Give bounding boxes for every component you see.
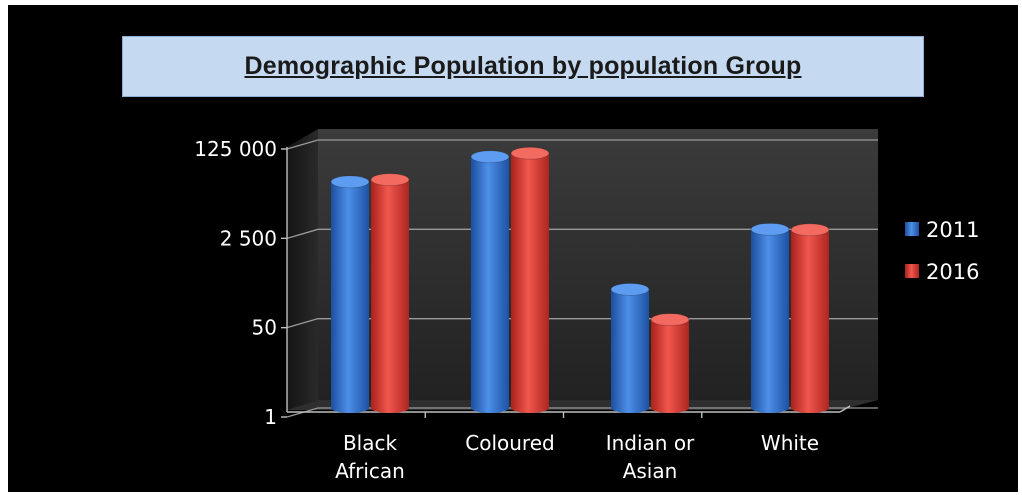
bar	[470, 150, 510, 413]
bar-body	[651, 319, 689, 408]
bar	[790, 223, 830, 413]
bar-top	[610, 283, 650, 296]
x-tick-label: Coloured	[465, 431, 554, 455]
bar	[510, 146, 550, 413]
bar-body	[371, 179, 409, 408]
bar-body	[511, 153, 549, 408]
bar-base	[611, 403, 649, 413]
legend-label: 2016	[926, 260, 979, 284]
y-tick-label: 2 500	[220, 226, 277, 250]
gridline	[286, 228, 878, 239]
x-axis-corner	[839, 405, 851, 413]
bar-base	[511, 403, 549, 413]
bar-top	[750, 222, 790, 236]
bar-body	[791, 229, 829, 408]
bar-base	[651, 403, 689, 413]
gridline	[286, 139, 878, 150]
bar-body	[751, 229, 789, 408]
bar-body	[331, 181, 369, 408]
legend-swatch	[905, 222, 919, 236]
bar-base	[471, 403, 509, 413]
bar	[750, 222, 790, 413]
x-tick-label: Indian or Asian	[606, 431, 695, 483]
y-tick-label: 125 000	[194, 137, 277, 161]
bar-top	[330, 175, 370, 189]
bar-base	[331, 403, 369, 413]
y-tick-label: 1	[264, 405, 277, 429]
gridline	[286, 407, 878, 418]
bar-base	[791, 403, 829, 413]
bar-body	[611, 289, 649, 408]
chart-title-box: Demographic Population by population Gro…	[122, 36, 924, 97]
bar	[330, 175, 370, 413]
x-tick-label: White	[761, 431, 819, 455]
legend-label: 2011	[926, 218, 979, 242]
bar-body	[471, 156, 509, 408]
bar	[650, 313, 690, 413]
bar-base	[371, 403, 409, 413]
bar-top	[510, 146, 550, 160]
bar-top	[790, 223, 830, 237]
bar-top	[650, 313, 690, 326]
x-tick-label: Black African	[335, 431, 405, 483]
bar-top	[470, 150, 510, 164]
gridline	[286, 318, 878, 329]
bar	[610, 283, 650, 413]
y-tick-label: 50	[252, 316, 277, 340]
legend-swatch	[905, 264, 919, 278]
bar	[370, 173, 410, 413]
chart-title: Demographic Population by population Gro…	[244, 52, 802, 80]
bar-base	[751, 403, 789, 413]
side-wall	[287, 129, 318, 410]
back-wall	[318, 129, 878, 400]
bar-top	[370, 173, 410, 187]
